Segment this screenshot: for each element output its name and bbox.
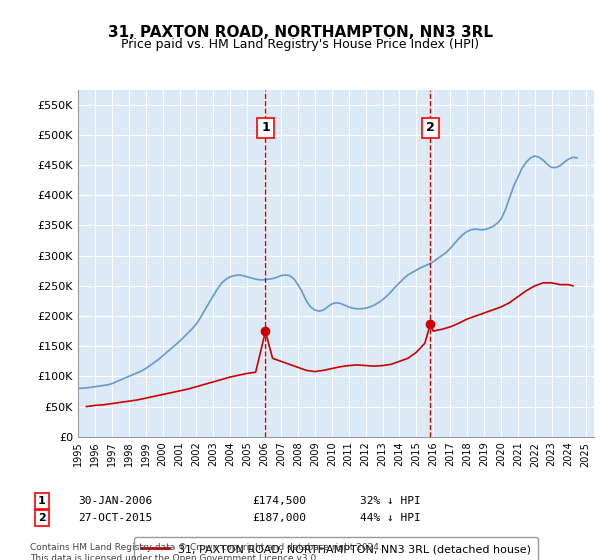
Text: Price paid vs. HM Land Registry's House Price Index (HPI): Price paid vs. HM Land Registry's House … (121, 38, 479, 51)
Text: 2: 2 (426, 122, 435, 134)
Text: Contains HM Land Registry data © Crown copyright and database right 2024.
This d: Contains HM Land Registry data © Crown c… (30, 543, 382, 560)
Text: 1: 1 (38, 496, 46, 506)
Text: 1: 1 (261, 122, 270, 134)
Text: 32% ↓ HPI: 32% ↓ HPI (360, 496, 421, 506)
Text: 27-OCT-2015: 27-OCT-2015 (78, 513, 152, 523)
Text: £174,500: £174,500 (252, 496, 306, 506)
Text: 2: 2 (38, 513, 46, 523)
Text: 30-JAN-2006: 30-JAN-2006 (78, 496, 152, 506)
Text: 31, PAXTON ROAD, NORTHAMPTON, NN3 3RL: 31, PAXTON ROAD, NORTHAMPTON, NN3 3RL (107, 25, 493, 40)
Legend: 31, PAXTON ROAD, NORTHAMPTON, NN3 3RL (detached house), HPI: Average price, deta: 31, PAXTON ROAD, NORTHAMPTON, NN3 3RL (d… (134, 536, 538, 560)
Text: 44% ↓ HPI: 44% ↓ HPI (360, 513, 421, 523)
Text: £187,000: £187,000 (252, 513, 306, 523)
